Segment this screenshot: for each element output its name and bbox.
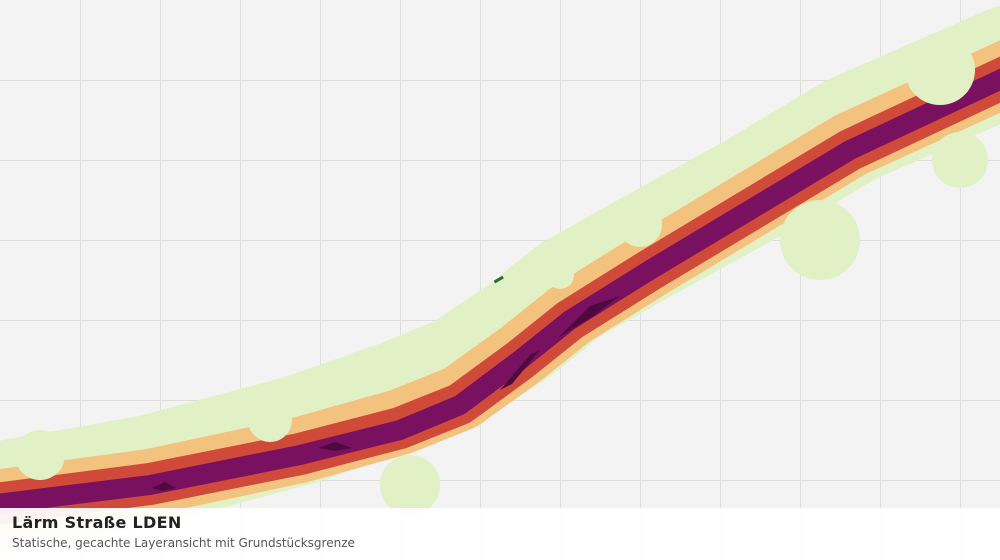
layer-subtitle: Statische, gecachte Layeransicht mit Gru… [12, 536, 355, 550]
noise-bands [0, 6, 1000, 553]
layer-title: Lärm Straße LDEN [12, 513, 182, 532]
info-panel: Lärm Straße LDEN Statische, gecachte Lay… [0, 508, 1000, 560]
noise-band-75 [152, 296, 620, 491]
noise-band-70 [0, 68, 1000, 514]
noise-patches [15, 35, 988, 515]
parcel-marker [493, 275, 504, 284]
